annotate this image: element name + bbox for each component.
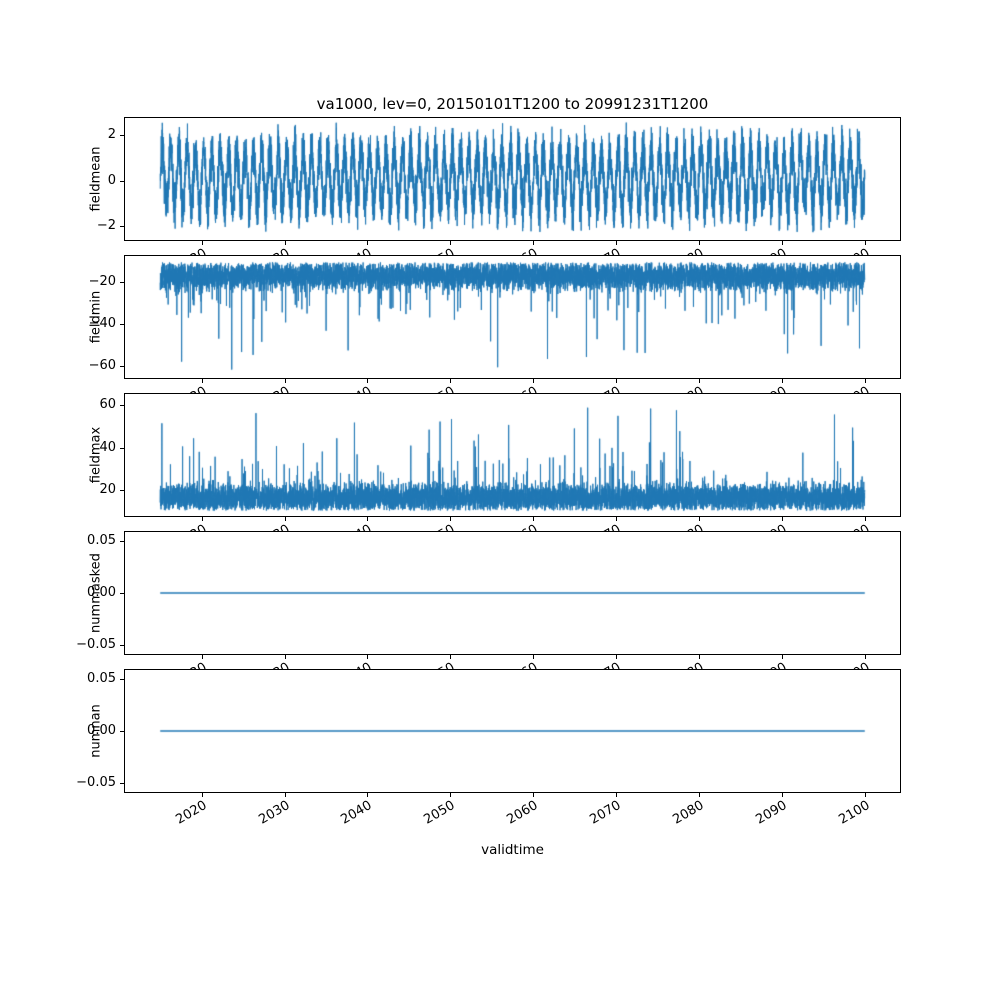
x-tick-mark — [533, 379, 534, 383]
x-tick-mark — [865, 655, 866, 659]
x-tick-mark — [450, 379, 451, 383]
x-tick-mark — [616, 517, 617, 521]
y-tick-mark — [120, 324, 124, 325]
x-tick-mark — [699, 379, 700, 383]
x-tick-mark — [699, 517, 700, 521]
y-tick-label: 0.05 — [87, 533, 116, 548]
x-tick-mark — [865, 241, 866, 245]
x-tick-mark — [202, 241, 203, 245]
x-tick-mark — [367, 241, 368, 245]
y-tick-label: 2 — [107, 127, 116, 142]
x-tick-label: 2080 — [670, 798, 707, 828]
x-tick-label: 2100 — [836, 798, 873, 828]
subplot-numnan-axes — [124, 669, 901, 793]
y-tick-mark — [120, 226, 124, 227]
x-tick-mark — [367, 793, 368, 797]
subplot-nummasked-series-line — [125, 532, 900, 654]
y-tick-mark — [120, 541, 124, 542]
x-tick-mark — [285, 517, 286, 521]
y-tick-label: −2 — [96, 218, 116, 233]
x-tick-mark — [450, 655, 451, 659]
x-tick-mark — [533, 793, 534, 797]
y-tick-mark — [120, 731, 124, 732]
x-tick-mark — [367, 517, 368, 521]
y-tick-mark — [120, 679, 124, 680]
x-tick-mark — [533, 241, 534, 245]
x-tick-mark — [202, 655, 203, 659]
x-tick-mark — [616, 793, 617, 797]
subplot-fieldmax-axes — [124, 393, 901, 517]
y-tick-mark — [120, 593, 124, 594]
x-tick-mark — [782, 379, 783, 383]
x-tick-mark — [782, 241, 783, 245]
x-tick-label: 2070 — [587, 798, 624, 828]
x-tick-mark — [285, 655, 286, 659]
x-tick-label: 2060 — [504, 798, 541, 828]
x-tick-label: 2040 — [338, 798, 375, 828]
x-tick-mark — [450, 241, 451, 245]
y-tick-label: 20 — [99, 482, 116, 497]
x-tick-mark — [367, 379, 368, 383]
x-tick-mark — [699, 793, 700, 797]
y-tick-label: 0.00 — [87, 585, 116, 600]
x-tick-mark — [865, 517, 866, 521]
figure-title: va1000, lev=0, 20150101T1200 to 20991231… — [316, 95, 709, 113]
y-tick-label: −0.05 — [76, 637, 116, 652]
y-tick-mark — [120, 366, 124, 367]
x-tick-mark — [699, 655, 700, 659]
y-tick-label: 60 — [99, 397, 116, 412]
x-tick-mark — [865, 793, 866, 797]
y-tick-label: 0.05 — [87, 671, 116, 686]
x-tick-label: 2050 — [421, 798, 458, 828]
x-tick-mark — [450, 793, 451, 797]
x-tick-mark — [285, 793, 286, 797]
x-tick-mark — [782, 793, 783, 797]
subplot-fieldmean-axes — [124, 117, 901, 241]
y-tick-mark — [120, 645, 124, 646]
y-tick-label: −0.05 — [76, 775, 116, 790]
x-tick-mark — [782, 655, 783, 659]
x-axis-label: validtime — [481, 842, 544, 858]
y-tick-mark — [120, 282, 124, 283]
x-tick-mark — [202, 793, 203, 797]
subplot-fieldmax-series-line — [125, 394, 900, 516]
y-tick-mark — [120, 405, 124, 406]
subplot-nummasked-axes — [124, 531, 901, 655]
x-tick-mark — [699, 241, 700, 245]
y-tick-mark — [120, 448, 124, 449]
x-tick-mark — [367, 655, 368, 659]
x-tick-mark — [616, 241, 617, 245]
x-tick-mark — [616, 379, 617, 383]
x-tick-label: 2030 — [256, 798, 293, 828]
y-tick-label: 0 — [107, 173, 116, 188]
x-tick-mark — [450, 517, 451, 521]
y-tick-label: 40 — [99, 440, 116, 455]
subplot-numnan-series-line — [125, 670, 900, 792]
x-tick-label: 2020 — [173, 798, 210, 828]
x-tick-mark — [202, 517, 203, 521]
subplot-fieldmin-series-line — [125, 256, 900, 378]
y-tick-mark — [120, 135, 124, 136]
subplot-fieldmean-series-line — [125, 118, 900, 240]
y-tick-mark — [120, 783, 124, 784]
x-tick-mark — [285, 241, 286, 245]
x-tick-mark — [616, 655, 617, 659]
y-tick-label: −40 — [88, 316, 116, 331]
x-tick-mark — [782, 517, 783, 521]
y-tick-label: 0.00 — [87, 723, 116, 738]
x-tick-mark — [285, 379, 286, 383]
x-tick-mark — [865, 379, 866, 383]
y-tick-mark — [120, 490, 124, 491]
x-tick-mark — [533, 655, 534, 659]
subplot-fieldmin-axes — [124, 255, 901, 379]
x-tick-label: 2090 — [753, 798, 790, 828]
y-tick-mark — [120, 181, 124, 182]
y-tick-label: −20 — [88, 274, 116, 289]
x-tick-mark — [202, 379, 203, 383]
y-tick-label: −60 — [88, 358, 116, 373]
x-tick-mark — [533, 517, 534, 521]
